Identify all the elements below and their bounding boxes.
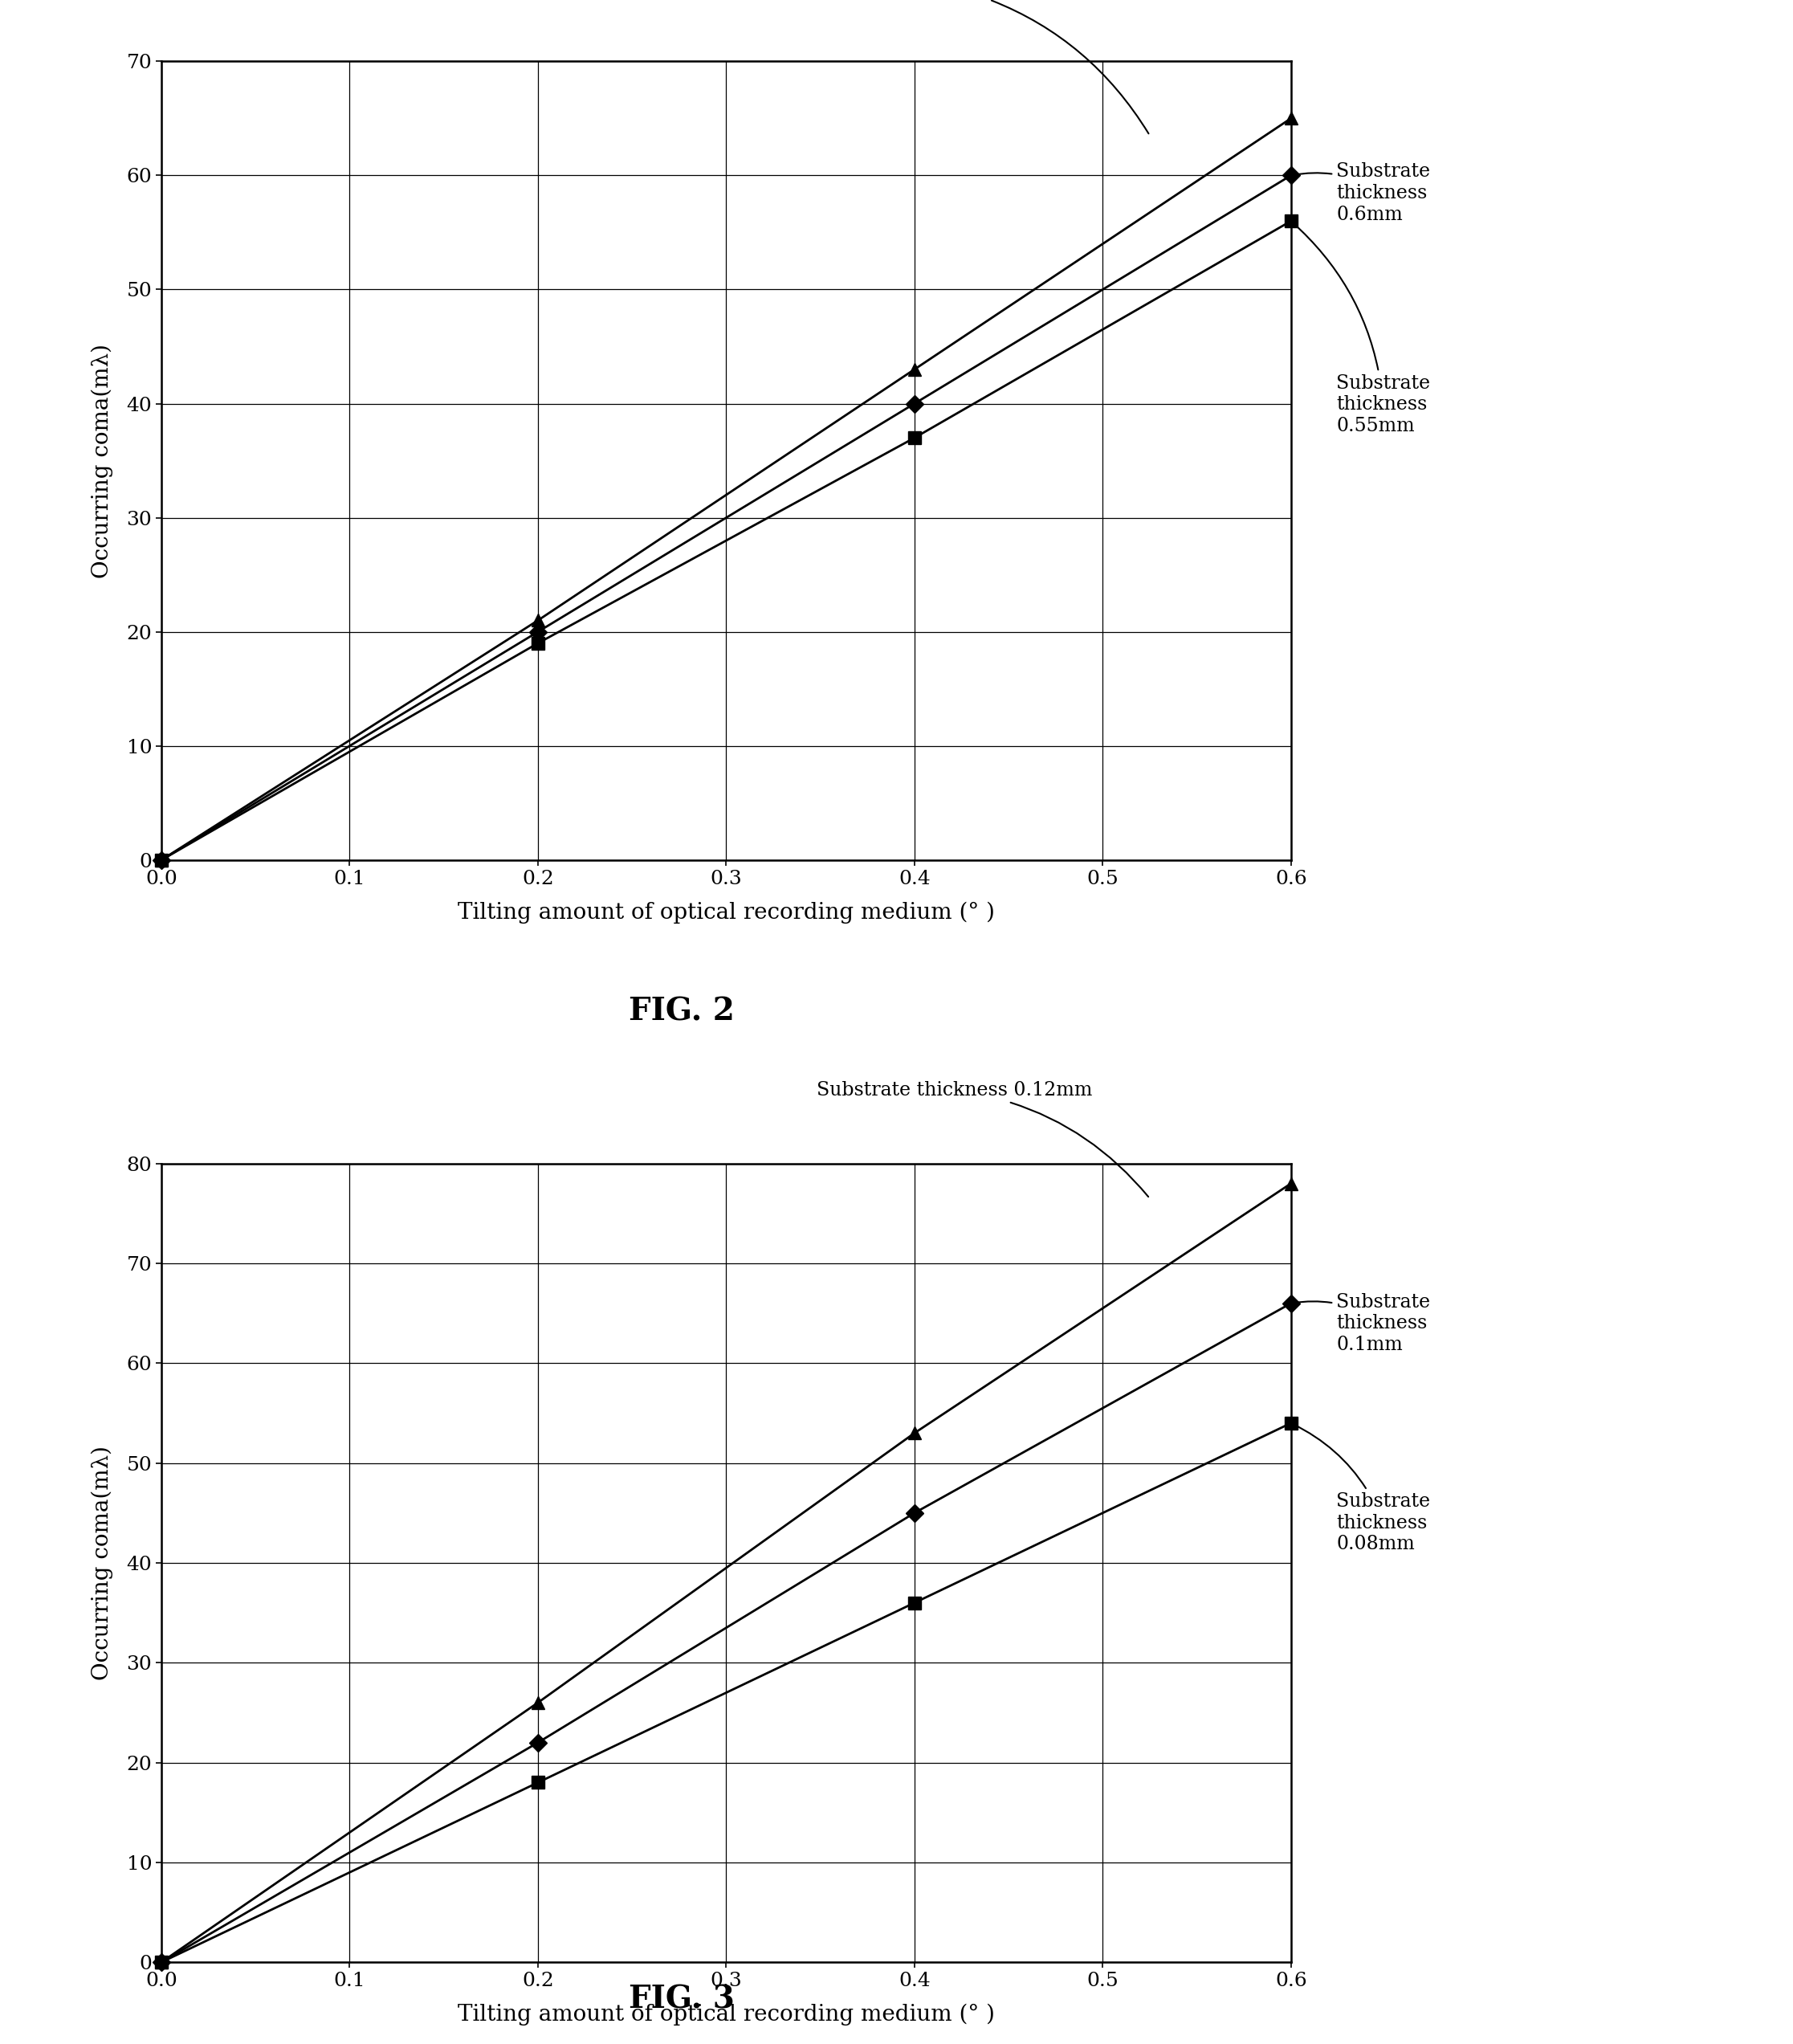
X-axis label: Tilting amount of optical recording medium (° ): Tilting amount of optical recording medi… (457, 2003, 995, 2026)
Text: FIG. 2: FIG. 2 (628, 997, 735, 1026)
Text: Substrate
thickness
0.1mm: Substrate thickness 0.1mm (1293, 1292, 1431, 1353)
Text: Substrate
thickness
0.08mm: Substrate thickness 0.08mm (1293, 1425, 1431, 1553)
Text: Substrate
thickness
0.6mm: Substrate thickness 0.6mm (1293, 164, 1431, 223)
Text: FIG. 3: FIG. 3 (628, 1985, 735, 2013)
Text: Substrate
thickness
0.55mm: Substrate thickness 0.55mm (1293, 223, 1431, 435)
Text: Substrate thickness 0.64mm: Substrate thickness 0.64mm (816, 0, 1149, 133)
Text: Substrate thickness 0.12mm: Substrate thickness 0.12mm (816, 1081, 1148, 1196)
Y-axis label: Occurring coma(mλ): Occurring coma(mλ) (91, 343, 113, 578)
Y-axis label: Occurring coma(mλ): Occurring coma(mλ) (91, 1445, 113, 1680)
X-axis label: Tilting amount of optical recording medium (° ): Tilting amount of optical recording medi… (457, 901, 995, 924)
